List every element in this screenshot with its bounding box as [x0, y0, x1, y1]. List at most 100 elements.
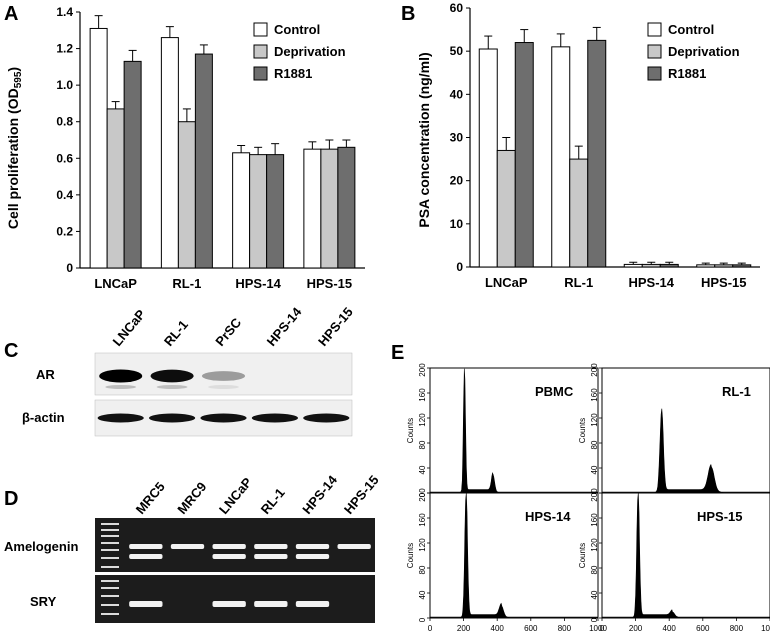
flow-x-tick-label: 800	[558, 624, 572, 633]
legend-swatch	[253, 66, 268, 81]
flow-y-tick-label: 0	[418, 617, 427, 622]
ladder-band	[101, 542, 119, 544]
histogram-4: 0 40 80 120 160 200 Counts HPS-15 0 200 400 600 800 1…	[578, 488, 770, 633]
flow-y-tick-label: 80	[418, 440, 427, 449]
ladder-band	[101, 557, 119, 559]
flow-x-tick-label: 600	[524, 624, 538, 633]
legend-swatch	[647, 44, 662, 59]
ar-faint-band	[208, 385, 239, 389]
histogram-sample-label: HPS-15	[697, 509, 743, 524]
flow-y-label: Counts	[406, 418, 415, 443]
legend-label: Control	[274, 22, 320, 37]
lane-label: MRC9	[174, 479, 209, 517]
lane-label: LNCaP	[110, 306, 149, 349]
panel-letter-d: D	[4, 488, 18, 510]
histogram-frame	[601, 367, 770, 494]
flow-x-tick-label: 0	[428, 624, 433, 633]
flow-x-tick-label: 200	[457, 624, 471, 633]
ar-faint-band	[105, 385, 137, 389]
flow-x-tick-label: 600	[696, 624, 710, 633]
lane-label: LNCaP	[216, 474, 255, 517]
blot-c: LNCaP RL-1 PrSC HPS-14 HPS-15 AR β-actin	[22, 305, 356, 437]
flow-y-tick-label: 200	[418, 488, 427, 502]
lane-label: RL-1	[258, 485, 288, 517]
sry-gel-strip	[95, 575, 375, 623]
panel-letter-e: E	[391, 342, 404, 364]
flow-y-tick-label: 200	[590, 363, 599, 377]
ladder-band	[101, 613, 119, 615]
flow-cytometry-panel: E 0 40 80 120 160 200 Counts PBMC 0 40 80 120 160 200…	[391, 342, 770, 633]
gel-row-label: Amelogenin	[4, 539, 78, 554]
flow-y-tick-label: 200	[590, 488, 599, 502]
amelogenin-x-band	[170, 544, 205, 549]
y-tick-label: 0.4	[56, 188, 73, 202]
y-tick-label: 50	[450, 44, 464, 58]
flow-y-tick-label: 160	[418, 388, 427, 402]
flow-y-tick-label: 120	[590, 538, 599, 552]
ladder-band	[101, 604, 119, 606]
bar	[659, 263, 679, 268]
flow-y-tick-label: 160	[590, 513, 599, 527]
bar	[249, 154, 268, 269]
gel-row-label: SRY	[30, 594, 57, 609]
bar	[106, 108, 125, 269]
flow-x-tick-label: 400	[663, 624, 677, 633]
bar	[303, 148, 322, 269]
ar-band	[150, 369, 194, 383]
flow-x-tick-label: 200	[629, 624, 643, 633]
flow-y-tick-label: 0	[590, 617, 599, 622]
panel-letter-c: C	[4, 340, 18, 362]
flow-e: 0 40 80 120 160 200 Counts PBMC 0 40 80 120 160 200 Co…	[406, 363, 770, 633]
sry-band	[295, 601, 330, 607]
sry-band	[254, 601, 288, 607]
panel-letter-a: A	[4, 3, 18, 25]
bar	[232, 152, 251, 269]
chart-a: A Cell proliferation (OD595) 00.20.40.60…	[4, 3, 365, 291]
legend-label: R1881	[274, 66, 312, 81]
category-label: RL-1	[564, 275, 593, 290]
panel-letter-b: B	[401, 3, 415, 25]
gel-d: MRC5 MRC9 LNCaP RL-1 HPS-14 HPS-15 Amelogenin S…	[4, 472, 382, 623]
bar	[641, 263, 661, 268]
lane-label: RL-1	[161, 317, 191, 349]
histogram-trace	[601, 408, 770, 494]
flow-x-tick-label: 400	[491, 624, 505, 633]
histogram-trace	[601, 492, 770, 619]
legend-swatch	[647, 22, 662, 37]
ladder-band	[101, 595, 119, 597]
amelogenin-y-band	[295, 554, 330, 559]
actin-band	[148, 413, 196, 423]
histogram-sample-label: RL-1	[722, 384, 751, 399]
y-axis-title-a: Cell proliferation (OD595)	[5, 67, 24, 229]
lane-label: MRC5	[133, 479, 168, 517]
legend-label: Deprivation	[274, 44, 346, 59]
legend-swatch	[253, 22, 268, 37]
amelogenin-x-band	[337, 544, 371, 549]
y-tick-label: 1.4	[56, 5, 73, 19]
histogram-1: 0 40 80 120 160 200 Counts PBMC	[406, 363, 599, 497]
flow-y-tick-label: 40	[418, 465, 427, 474]
amelogenin-x-band	[254, 544, 288, 549]
histogram-frame	[429, 492, 599, 619]
amelogenin-y-band	[129, 554, 163, 559]
flow-y-tick-label: 80	[418, 565, 427, 574]
flow-y-tick-label: 200	[418, 363, 427, 377]
western-blot-panel: C LNCaP RL-1 PrSC HPS-14 HPS-15 AR β-actin	[4, 305, 356, 437]
ar-band	[201, 371, 246, 381]
blot-row-label: AR	[36, 367, 55, 382]
blot-row-label: β-actin	[22, 410, 65, 425]
bar	[696, 264, 716, 268]
bar	[514, 42, 534, 268]
flow-x-tick-label: 0	[600, 624, 605, 633]
category-label: HPS-14	[628, 275, 674, 290]
bar	[320, 148, 339, 269]
category-label: LNCaP	[94, 276, 137, 291]
flow-y-label: Counts	[578, 418, 587, 443]
ar-band	[99, 369, 143, 383]
legend-label: Control	[668, 22, 714, 37]
ladder-band	[101, 523, 119, 525]
flow-x-tick-label: 1000	[589, 624, 607, 633]
amelogenin-x-band	[129, 544, 163, 549]
category-label: LNCaP	[485, 275, 528, 290]
bar	[266, 154, 285, 269]
